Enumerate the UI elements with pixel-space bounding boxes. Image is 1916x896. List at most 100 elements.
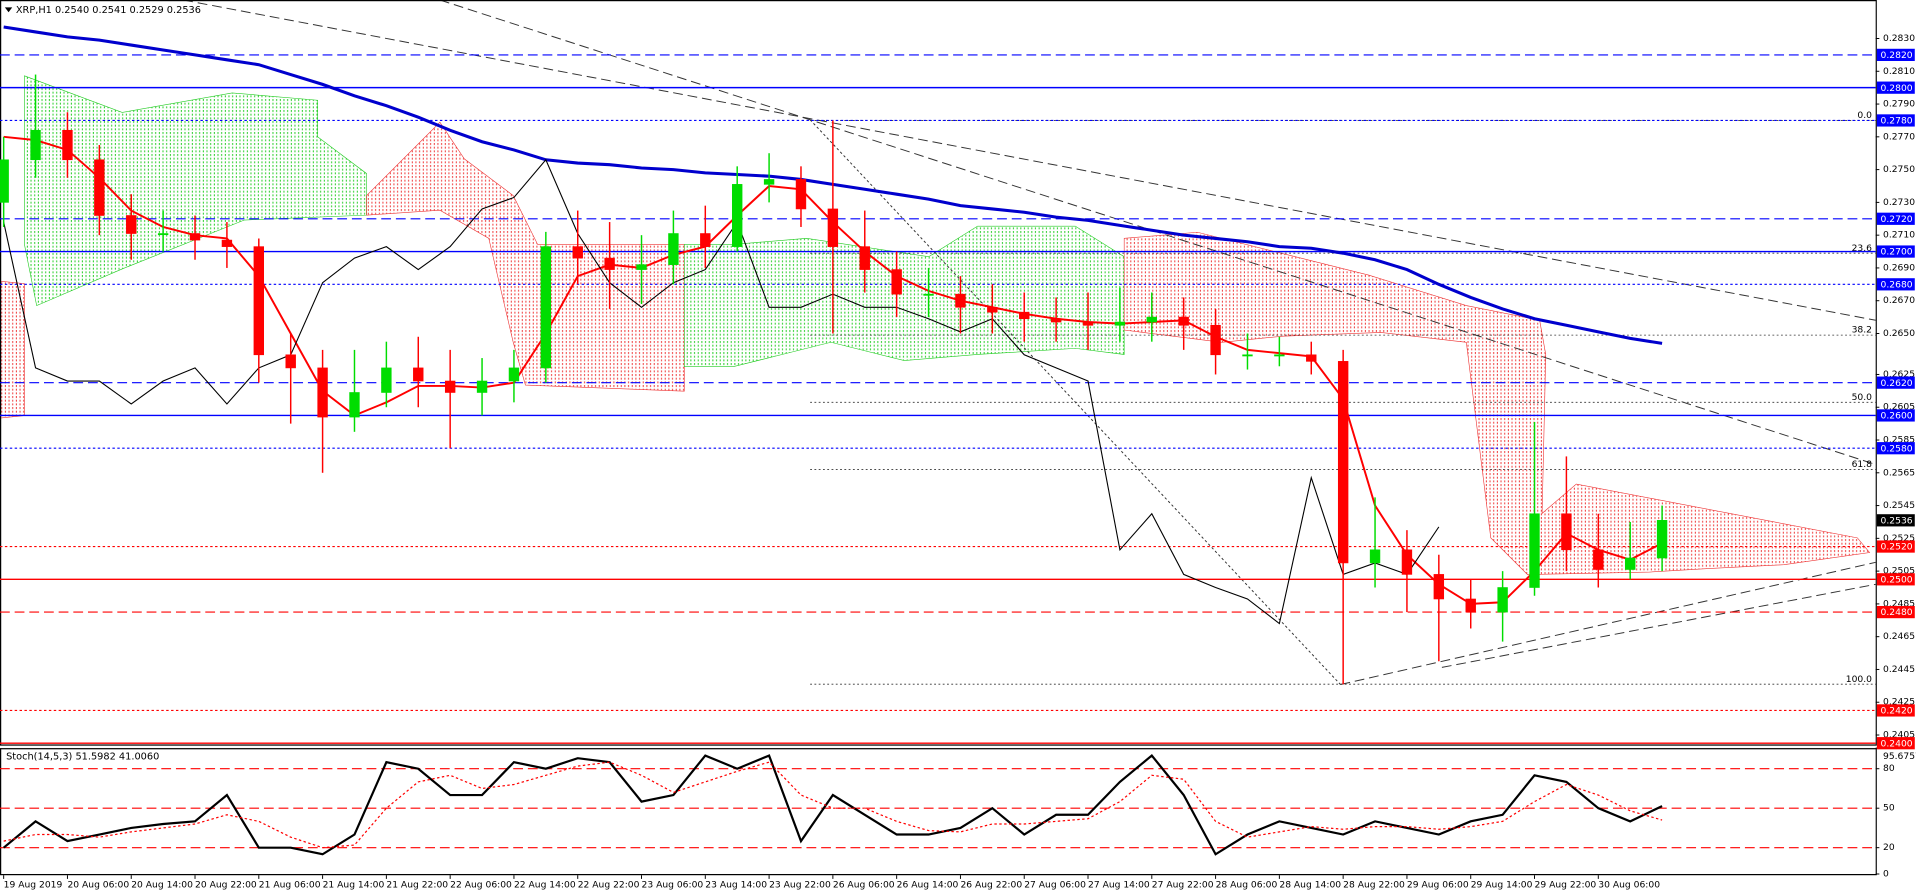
candle-body [1242,354,1253,357]
y-tick-label: 0.2670 [1883,295,1915,306]
x-tick-label: 29 Aug 06:00 [1407,879,1469,890]
candle-body [1114,321,1126,326]
candle-body [827,208,839,247]
stoch-tick-label: 0 [1883,868,1889,879]
y-tick-label: 0.2710 [1883,230,1915,241]
y-tick-label: 0.2545 [1883,500,1915,511]
level-box [1876,442,1915,455]
level-box [1876,376,1915,389]
candle-body [1561,513,1572,551]
trend-line [1340,561,1876,686]
x-tick-label: 20 Aug 06:00 [67,879,129,890]
x-tick-label: 28 Aug 06:00 [1216,879,1278,890]
y-tick-label: 0.2625 [1883,369,1915,380]
y-tick-label: 0.2750 [1883,164,1915,175]
y-tick-label: 0.2425 [1883,697,1915,708]
x-tick-label: 26 Aug 22:00 [960,879,1022,890]
candle-body [891,269,902,295]
fib-label: 61.8 [1852,459,1873,470]
candle-body [732,184,743,247]
candle-body [955,293,966,308]
trend-line [1441,583,1876,668]
candle-body [157,233,169,236]
chart-title: XRP,H1 0.2540 0.2541 0.2529 0.2536 [16,5,201,16]
level-box [1876,245,1915,258]
level-label: 0.2800 [1881,83,1913,94]
candle-body [1624,557,1636,570]
x-tick-label: 20 Aug 14:00 [131,879,193,890]
fib-label: 0.0 [1857,110,1872,121]
stoch-tick-label: 50 [1883,803,1895,814]
x-tick-label: 27 Aug 22:00 [1152,879,1214,890]
fib-label: 50.0 [1852,392,1873,403]
candle-body [1050,318,1062,323]
y-tick-label: 0.2585 [1883,435,1915,446]
candle-body [923,293,934,296]
candle-body [444,380,456,393]
candle-body [572,246,583,259]
ichimoku-cloud [0,75,1871,575]
candle-body [1401,549,1413,575]
y-tick-label: 0.2605 [1883,402,1915,413]
candle-body [381,367,392,393]
x-tick-label: 29 Aug 14:00 [1471,879,1533,890]
candle-body [62,129,73,161]
level-box [1876,605,1915,619]
candle-body [413,367,424,382]
x-tick-label: 22 Aug 06:00 [450,879,512,890]
y-tick-label: 0.2690 [1883,262,1915,273]
level-label: 0.2420 [1881,706,1913,717]
stoch-tick-label: 20 [1883,842,1895,853]
trend-line [183,0,1876,321]
y-tick-label: 0.2445 [1883,664,1915,675]
price-pane-frame [0,0,1877,746]
level-label: 0.2400 [1881,738,1913,749]
x-tick-label: 21 Aug 14:00 [323,879,385,890]
candle-body [1497,587,1508,613]
candle-body [1146,316,1157,323]
x-tick-label: 22 Aug 22:00 [578,879,640,890]
x-tick-label: 23 Aug 22:00 [769,879,831,890]
candle-body [1019,311,1030,320]
candle-body [763,179,775,185]
x-tick-label: 27 Aug 06:00 [1024,879,1086,890]
level-label: 0.2620 [1881,378,1913,389]
cloud-bear [1123,231,1871,575]
y-tick-label: 0.2810 [1883,66,1915,77]
indicator-line [3,158,1440,625]
level-box [1876,704,1915,717]
candle-body [1306,354,1317,362]
level-label: 0.2820 [1881,50,1913,61]
y-tick-label: 0.2505 [1883,566,1915,577]
candle-body [349,392,360,418]
level-label: 0.2520 [1881,542,1913,553]
candle-body [1433,574,1445,600]
y-tick-label: 0.2830 [1883,33,1915,44]
level-label: 0.2500 [1881,574,1913,585]
stoch-title: Stoch(14,5,3) 51.5982 41.0060 [6,752,159,763]
level-label: 0.2580 [1881,443,1913,454]
fib-label: 23.6 [1852,243,1873,254]
candle-body [1529,513,1540,588]
candle-body [795,179,807,210]
x-tick-label: 23 Aug 14:00 [705,879,767,890]
y-tick-label: 0.2465 [1883,631,1915,642]
candle-body [604,257,615,270]
last-price-box [1876,514,1915,527]
x-tick-label: 26 Aug 06:00 [833,879,895,890]
candle-body [668,233,679,265]
candle-body [636,264,647,270]
candle-body [253,246,264,356]
candle-body [221,239,233,247]
y-tick-label: 0.2790 [1883,99,1915,110]
y-tick-label: 0.2525 [1883,533,1915,544]
x-tick-label: 22 Aug 14:00 [514,879,576,890]
candle-body [189,233,201,241]
y-tick-label: 0.2405 [1883,730,1915,741]
candle-body [317,367,328,418]
level-box [1876,573,1915,586]
x-tick-label: 28 Aug 22:00 [1343,879,1405,890]
candle-body [987,306,998,313]
